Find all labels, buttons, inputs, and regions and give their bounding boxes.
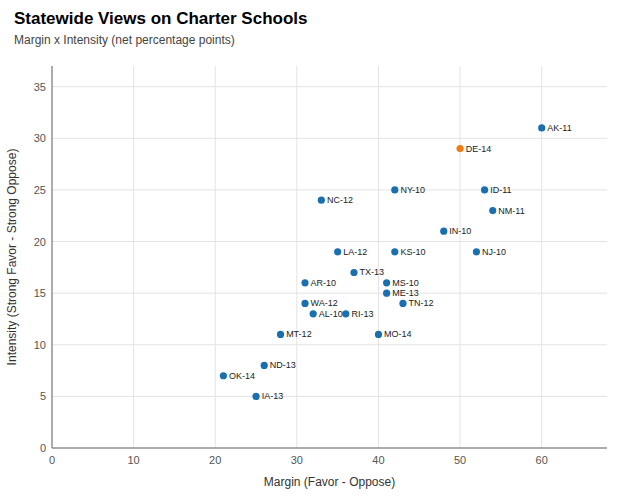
x-tick-label: 30	[291, 454, 303, 466]
point	[318, 197, 325, 204]
subtitle: Margin x Intensity (net percentage point…	[14, 33, 235, 47]
y-tick-label: 30	[34, 132, 46, 144]
point-label: IN-10	[449, 226, 471, 236]
grid	[52, 66, 607, 448]
point-label: MT-12	[286, 329, 312, 339]
y-grid-line	[52, 241, 607, 242]
x-grid-line	[296, 66, 297, 448]
point-label: TN-12	[409, 298, 434, 308]
point	[277, 331, 284, 338]
point-label: TX-13	[360, 267, 385, 277]
x-tick-label: 40	[372, 454, 384, 466]
y-tick-label: 20	[34, 236, 46, 248]
point-label: NY-10	[400, 185, 425, 195]
point-label: IA-13	[262, 391, 284, 401]
y-grid-line	[52, 189, 607, 190]
point-label: RI-13	[351, 309, 373, 319]
y-tick-label: 15	[34, 287, 46, 299]
point-labels: AK-11 DE-14 ID-11 NY-10 NM-11 NC-12 IN-10 NJ-10…	[229, 123, 572, 401]
point-label: MS-10	[392, 278, 419, 288]
point	[440, 228, 447, 235]
x-grid-line	[378, 66, 379, 448]
point-label: OK-14	[229, 371, 255, 381]
point	[310, 310, 317, 317]
x-tick-label: 10	[127, 454, 139, 466]
point-label: ME-13	[392, 288, 419, 298]
y-tick-label: 5	[40, 390, 46, 402]
y-axis-line	[52, 66, 53, 448]
point-label: KS-10	[400, 247, 425, 257]
y-grid-line	[52, 293, 607, 294]
x-grid-line	[541, 66, 542, 448]
x-grid-line	[215, 66, 216, 448]
point-label: MO-14	[384, 329, 412, 339]
point-label: AK-11	[547, 123, 571, 133]
y-tick-label: 10	[34, 339, 46, 351]
x-grid-line	[52, 66, 53, 448]
point	[301, 279, 308, 286]
point-label: DE-14	[466, 144, 492, 154]
point-label: LA-12	[343, 247, 367, 257]
point	[391, 186, 398, 193]
point-label: NM-11	[498, 206, 524, 216]
point	[489, 207, 496, 214]
point	[456, 145, 463, 152]
x-tick-label: 0	[49, 454, 55, 466]
point	[538, 124, 545, 131]
y-grid-line	[52, 396, 607, 397]
point-label: NC-12	[327, 195, 353, 205]
chart: Statewide Views on Charter Schools Margin…	[0, 0, 619, 498]
point-label: AR-10	[311, 278, 337, 288]
point	[334, 248, 341, 255]
point	[375, 331, 382, 338]
y-tick-label: 0	[40, 442, 46, 454]
point-label: NJ-10	[482, 247, 506, 257]
x-tick-label: 20	[209, 454, 221, 466]
y-axis-label: Intensity (Strong Favor - Strong Oppose)	[5, 149, 19, 366]
point	[383, 290, 390, 297]
point	[473, 248, 480, 255]
point	[252, 393, 259, 400]
point-label: ID-11	[490, 185, 511, 195]
point	[220, 372, 227, 379]
x-axis-label: Margin (Favor - Oppose)	[264, 475, 395, 489]
y-tick-label: 35	[34, 81, 46, 93]
point	[481, 186, 488, 193]
y-tick-label: 25	[34, 184, 46, 196]
point-label: ND-13	[270, 360, 296, 370]
point	[399, 300, 406, 307]
y-grid-line	[52, 344, 607, 345]
x-grid-line	[133, 66, 134, 448]
point	[301, 300, 308, 307]
point	[391, 248, 398, 255]
points	[220, 124, 546, 400]
title: Statewide Views on Charter Schools	[14, 9, 308, 28]
x-tick-label: 60	[536, 454, 548, 466]
y-grid-line	[52, 138, 607, 139]
y-grid-line	[52, 448, 607, 449]
x-tick-label: 50	[454, 454, 466, 466]
point-label: WA-12	[311, 298, 338, 308]
point-label: AL-10	[319, 309, 343, 319]
point	[342, 310, 349, 317]
x-grid-line	[460, 66, 461, 448]
point	[350, 269, 357, 276]
x-axis-line	[52, 448, 607, 449]
y-grid-line	[52, 86, 607, 87]
point	[261, 362, 268, 369]
point	[383, 279, 390, 286]
